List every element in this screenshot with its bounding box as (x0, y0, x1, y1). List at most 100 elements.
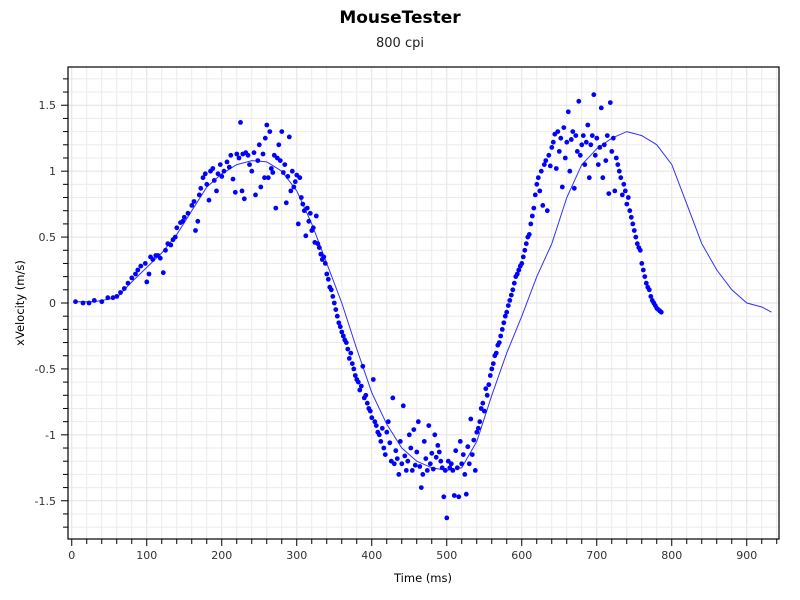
data-point (538, 168, 544, 174)
x-tick-label: 500 (436, 549, 457, 562)
data-point (415, 419, 421, 425)
data-point (586, 175, 592, 181)
data-point (289, 168, 295, 174)
data-point (603, 158, 609, 164)
data-point (502, 313, 508, 319)
data-point (310, 225, 316, 231)
data-point (144, 279, 150, 285)
data-point (640, 267, 646, 273)
data-point (582, 162, 588, 168)
data-point (418, 485, 424, 490)
data-point (345, 346, 351, 352)
data-point (256, 142, 262, 148)
y-axis: -1.5 -1 -0.5 0 0.5 1 1.5 (35, 78, 68, 528)
data-point (221, 168, 227, 174)
data-point (260, 151, 266, 157)
data-point (549, 145, 555, 150)
data-point (367, 408, 373, 414)
data-point (321, 254, 327, 260)
data-point (168, 242, 174, 248)
data-point (349, 361, 355, 366)
x-tick-label: 200 (211, 549, 232, 562)
data-point (528, 221, 534, 227)
data-point (409, 468, 415, 473)
data-point (489, 366, 495, 372)
data-point (604, 133, 610, 139)
data-point (541, 162, 547, 168)
data-point (625, 195, 631, 200)
data-point (600, 175, 606, 181)
data-point (121, 286, 127, 291)
data-point (211, 178, 217, 183)
data-point (400, 403, 406, 409)
data-point (564, 139, 570, 145)
data-point (459, 461, 465, 467)
data-point (157, 255, 163, 261)
data-point (522, 247, 528, 253)
data-point (206, 197, 212, 203)
data-point (451, 493, 457, 498)
data-point (200, 175, 206, 181)
data-point (465, 444, 471, 450)
data-point (268, 166, 274, 171)
data-point (276, 142, 282, 148)
data-point (355, 379, 361, 385)
data-point (507, 298, 513, 303)
data-point (583, 139, 589, 145)
data-point (292, 179, 298, 185)
data-point (307, 210, 313, 216)
data-point (372, 419, 378, 425)
data-point (417, 464, 423, 469)
data-point (526, 232, 532, 237)
data-point (202, 171, 208, 177)
data-point (324, 271, 330, 277)
data-point (646, 287, 652, 293)
data-point (616, 168, 622, 174)
y-tick-label: 1.5 (39, 99, 57, 112)
data-point (146, 271, 152, 277)
data-point (160, 270, 166, 276)
data-point (348, 350, 354, 356)
data-point (534, 181, 540, 187)
data-point (191, 199, 197, 204)
data-point (304, 205, 310, 211)
data-point (468, 416, 474, 422)
data-point (86, 300, 92, 306)
y-tick-label: 0.5 (39, 231, 57, 244)
data-point (480, 400, 486, 406)
data-point (472, 468, 478, 473)
data-point (607, 100, 613, 105)
data-point (628, 214, 634, 220)
data-point (423, 456, 429, 461)
x-tick-label: 800 (661, 549, 682, 562)
data-point (633, 234, 639, 240)
data-point (406, 432, 412, 438)
data-point (189, 203, 195, 208)
data-point (185, 210, 191, 216)
data-point (247, 162, 252, 168)
data-point (306, 218, 312, 224)
y-tick-label: -0.5 (35, 363, 56, 376)
data-point (217, 162, 223, 168)
data-point (588, 142, 594, 148)
data-point (387, 440, 393, 446)
data-point (505, 303, 511, 308)
data-point (279, 129, 285, 135)
data-point (537, 188, 543, 194)
data-point (574, 149, 580, 154)
data-point (618, 175, 624, 181)
data-point (631, 228, 637, 233)
data-point (385, 419, 391, 425)
data-point (210, 166, 216, 171)
data-point (297, 175, 303, 181)
data-point (196, 192, 202, 198)
data-point (91, 298, 97, 303)
data-point (291, 184, 297, 190)
data-point (457, 439, 463, 444)
data-point (469, 452, 475, 457)
data-point (634, 241, 640, 247)
data-point (490, 361, 496, 366)
data-point (142, 261, 148, 266)
data-point (351, 366, 357, 372)
data-point (172, 234, 178, 240)
